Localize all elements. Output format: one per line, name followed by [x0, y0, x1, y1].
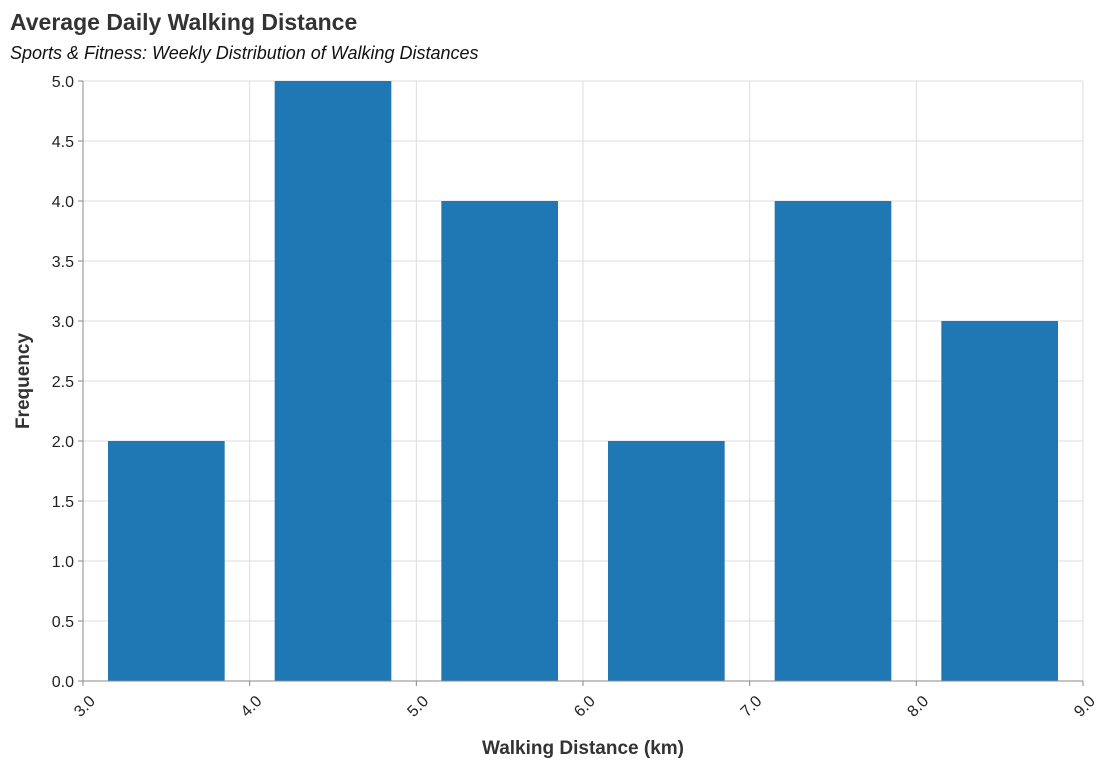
y-tick-label: 0.0 — [52, 674, 74, 691]
y-tick-label: 2.0 — [52, 434, 74, 451]
x-tick-label: 4.0 — [238, 693, 266, 721]
y-tick-label: 1.0 — [52, 554, 74, 571]
y-tick-label: 0.5 — [52, 614, 74, 631]
grid-lines — [82, 80, 1084, 682]
y-tick-label: 5.0 — [52, 74, 74, 91]
chart-title: Average Daily Walking Distance — [10, 9, 357, 35]
histogram-bar — [441, 201, 558, 681]
histogram-bar — [608, 441, 725, 681]
histogram-bar — [941, 321, 1058, 681]
y-tick-label: 3.5 — [52, 254, 74, 271]
x-tick-label: 8.0 — [904, 693, 932, 721]
x-tick-label: 6.0 — [571, 693, 599, 721]
bars — [108, 81, 1058, 681]
y-tick-label: 4.5 — [52, 134, 74, 151]
x-tick-label: 7.0 — [738, 693, 766, 721]
chart-subtitle: Sports & Fitness: Weekly Distribution of… — [10, 43, 479, 63]
y-tick-label: 1.5 — [52, 494, 74, 511]
y-tick-label: 2.5 — [52, 374, 74, 391]
x-axis-ticks: 3.0 4.0 5.0 6.0 7.0 8.0 9.0 — [71, 681, 1099, 721]
y-axis-title: Frequency — [13, 333, 34, 430]
histogram-bar — [108, 441, 225, 681]
x-tick-label: 9.0 — [1071, 693, 1099, 721]
x-axis-title: Walking Distance (km) — [482, 738, 684, 759]
histogram-bar — [774, 201, 892, 681]
x-tick-label: 3.0 — [71, 693, 99, 721]
histogram-bar — [274, 81, 392, 681]
y-tick-label: 3.0 — [52, 314, 74, 331]
y-axis-ticks: 0.0 0.5 1.0 1.5 2.0 2.5 3.0 3.5 4.0 4.5 5.0 — [52, 74, 83, 691]
y-tick-label: 4.0 — [52, 194, 74, 211]
x-tick-label: 5.0 — [404, 693, 432, 721]
